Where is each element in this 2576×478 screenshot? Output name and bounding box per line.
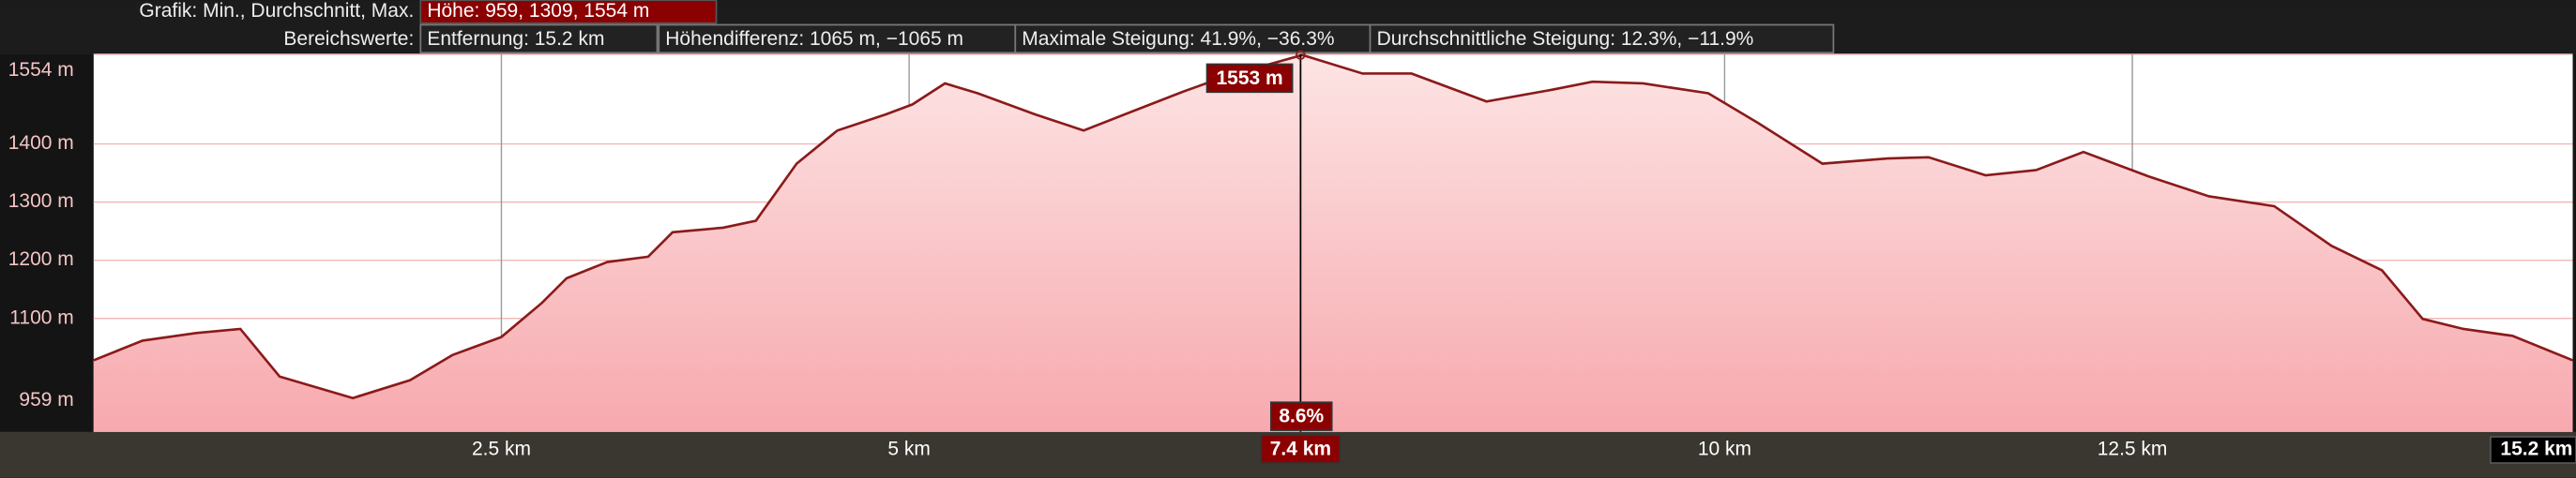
cursor-slope-label: 8.6%	[1279, 406, 1324, 427]
range-box	[1014, 23, 1371, 54]
cursor-point	[1296, 50, 1306, 60]
y-tick-label: 1400 m	[8, 132, 74, 154]
range-value: Entfernung: 15.2 km	[427, 28, 604, 50]
chart-value-box	[419, 0, 718, 24]
cursor-y-label: 1553 m	[1216, 67, 1282, 89]
area-fill	[93, 54, 2573, 432]
range-box	[658, 23, 1017, 54]
cursor-x-box	[1260, 434, 1341, 464]
y-tick-label: 1100 m	[9, 306, 74, 328]
range-value: Höhendifferenz: 1065 m, −1065 m	[665, 28, 963, 50]
x-tick-label: 15.2 km	[2500, 439, 2572, 460]
range-value: Durchschnittliche Steigung: 12.3%, −11.9…	[1377, 28, 1754, 50]
cursor-y-box	[1205, 63, 1294, 94]
x-tick-label: 12.5 km	[2098, 439, 2168, 460]
range-box	[419, 23, 659, 54]
x-tick-label: 10 km	[1698, 439, 1751, 460]
y-tick-label: 1200 m	[8, 248, 74, 270]
range-box	[1369, 23, 1835, 54]
x-tick-label: 5 km	[887, 439, 931, 460]
y-tick-label: 959 m	[19, 389, 73, 411]
x-tick-box	[2490, 436, 2576, 464]
y-tick-label: 1554 m	[8, 59, 74, 81]
elevation-line	[93, 53, 2573, 400]
range-value: Maximale Steigung: 41.9%, −36.3%	[1022, 28, 1334, 50]
chart-label: Grafik: Min., Durchschnitt, Max.	[139, 0, 414, 22]
x-tick-label: 2.5 km	[472, 439, 531, 460]
chart-value: Höhe: 959, 1309, 1554 m	[427, 0, 649, 22]
cursor-x-label: 7.4 km	[1270, 439, 1331, 460]
cursor-slope-box	[1269, 401, 1333, 431]
range-label: Bereichswerte:	[283, 28, 414, 50]
y-tick-label: 1300 m	[8, 190, 74, 212]
